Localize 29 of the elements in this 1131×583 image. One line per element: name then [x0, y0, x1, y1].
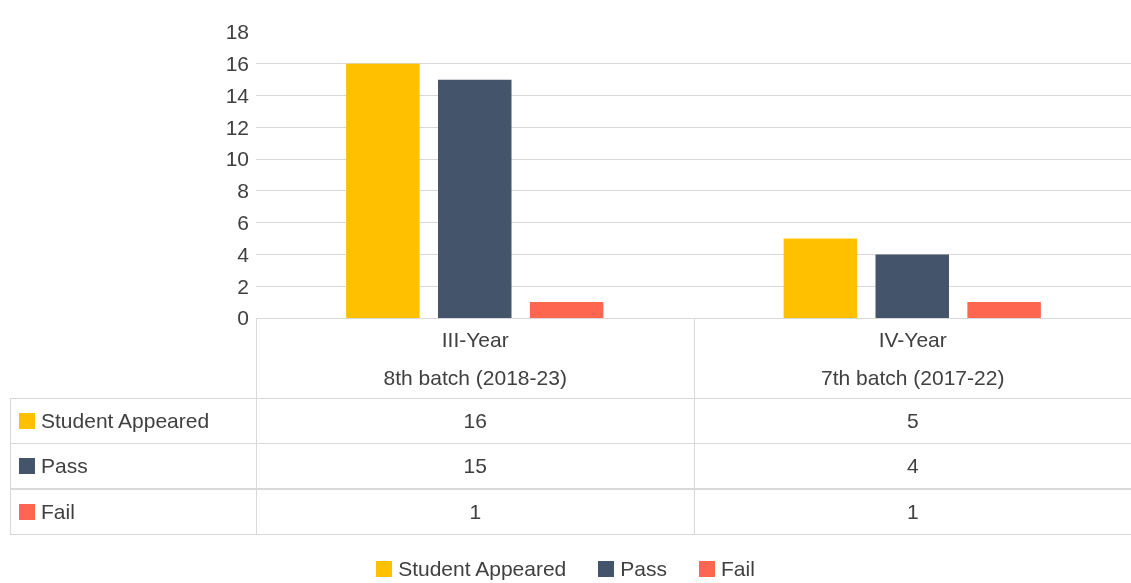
- data-label: 5: [693, 398, 1131, 444]
- legend-label: Student Appeared: [41, 408, 210, 434]
- bar: [875, 254, 949, 318]
- bar: [967, 302, 1041, 318]
- bar: [529, 302, 604, 318]
- y-tick-label: 0: [237, 306, 249, 330]
- y-tick-label: 16: [225, 52, 249, 76]
- y-tick-label: 10: [225, 147, 249, 171]
- text: Pass: [41, 454, 88, 477]
- bar: [346, 63, 420, 318]
- y-tick-label: 14: [225, 83, 250, 107]
- data-label: 1: [693, 489, 1131, 535]
- y-tick-label: 6: [237, 211, 249, 235]
- text: Student Appeared: [398, 557, 567, 580]
- y-tick-label: 18: [225, 20, 249, 44]
- bar: [783, 238, 858, 318]
- x-tick-label: IV-Year 7th batch (2017-22): [693, 318, 1131, 399]
- bar: [438, 79, 512, 318]
- y-tick-label: 2: [237, 274, 249, 298]
- data-label: 15: [256, 443, 695, 489]
- y-tick-label: 12: [225, 115, 249, 139]
- x-tick-label: III-Year 8th batch (2018-23): [256, 318, 695, 399]
- legend-label: Pass: [620, 557, 667, 581]
- y-tick-label: 4: [237, 242, 250, 266]
- data-label: 4: [693, 443, 1131, 489]
- y-tick-label: 8: [237, 179, 249, 203]
- text: Fail: [41, 500, 75, 523]
- legend-label: Fail: [721, 557, 755, 581]
- data-label: 1: [256, 489, 695, 535]
